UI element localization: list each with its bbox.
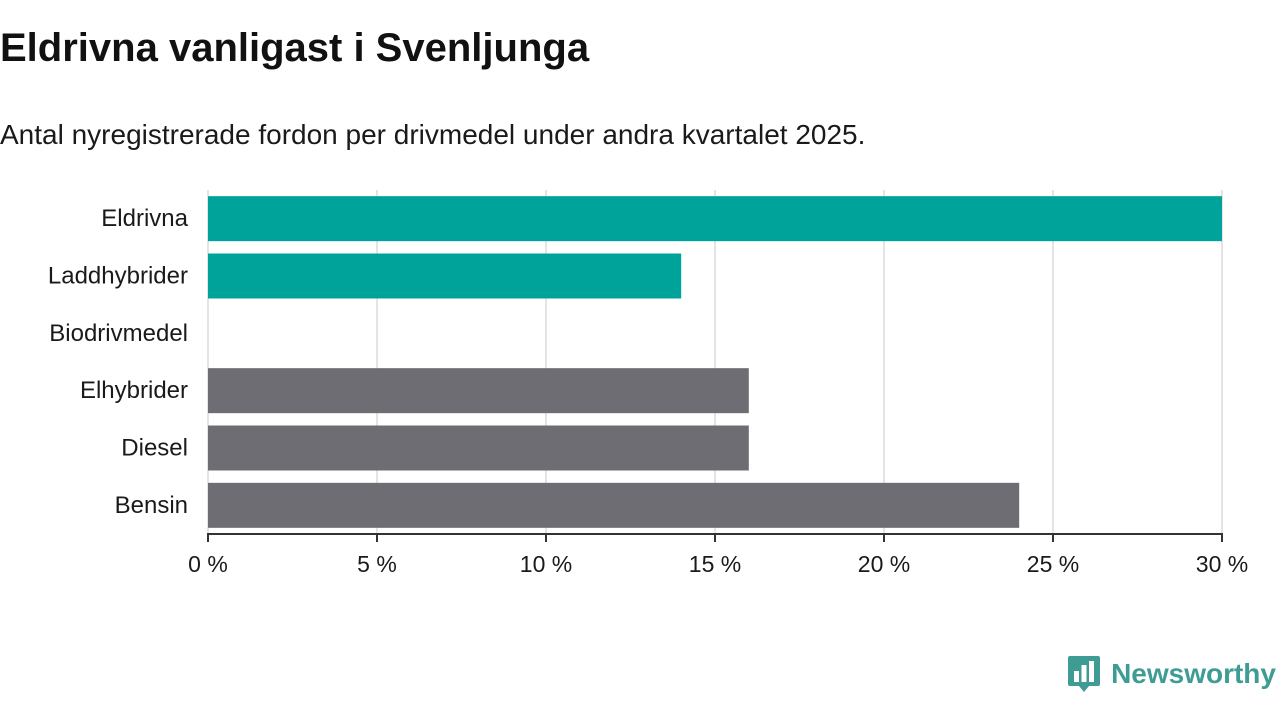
brand-name: Newsworthy [1111, 658, 1276, 689]
bars [208, 196, 1222, 528]
x-tick-label: 0 % [188, 551, 228, 577]
category-labels: Eldrivna Laddhybrider Biodrivmedel Elhybrid… [48, 205, 189, 519]
x-axis: 0 % 5 % 10 % 15 % 20 % 25 % 30 % [188, 533, 1248, 577]
category-label: Diesel [121, 435, 188, 462]
x-tick-label: 25 % [1027, 551, 1079, 577]
grid-lines [207, 190, 1223, 534]
bar-laddhybrider [208, 253, 682, 299]
x-tick-label: 30 % [1196, 551, 1248, 577]
category-label: Biodrivmedel [49, 320, 188, 347]
brand-logo: Newsworthy [1067, 654, 1276, 694]
category-label: Elhybrider [80, 377, 188, 404]
category-label: Laddhybrider [48, 263, 188, 290]
newsworthy-logo-icon [1068, 656, 1101, 692]
x-tick-label: 10 % [520, 551, 572, 577]
bar-eldrivna [208, 196, 1222, 242]
bar-bensin [208, 482, 1020, 528]
category-label: Bensin [115, 492, 188, 519]
category-label: Eldrivna [101, 205, 188, 232]
bar-diesel [208, 425, 749, 471]
chart-subtitle: Antal nyregistrerade fordon per drivmede… [0, 119, 866, 150]
bar-elhybrider [208, 368, 749, 414]
x-tick-label: 20 % [858, 551, 910, 577]
x-tick-label: 15 % [689, 551, 741, 577]
x-tick-label: 5 % [357, 551, 397, 577]
chart-title: Eldrivna vanligast i Svenljunga [0, 26, 590, 70]
